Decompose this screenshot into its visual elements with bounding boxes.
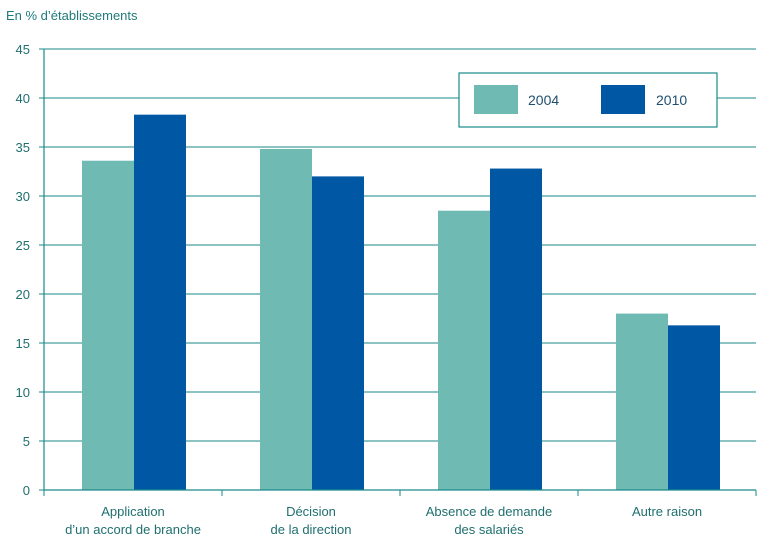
y-tick-label: 20 [16, 287, 30, 302]
legend-label-2004: 2004 [528, 92, 559, 108]
y-tick-label: 25 [16, 238, 30, 253]
y-tick-label: 10 [16, 385, 30, 400]
x-axis [39, 48, 757, 496]
legend-label-2010: 2010 [656, 92, 687, 108]
bar-2010-3 [490, 168, 542, 490]
y-tick-labels: 0 5 10 15 20 25 30 35 40 45 [16, 42, 30, 498]
y-tick-label: 15 [16, 336, 30, 351]
bar-2004-3 [438, 210, 490, 490]
category-label: Absence de demande [426, 504, 552, 519]
bar-2010-4 [668, 325, 720, 490]
bars [82, 114, 720, 490]
category-label: d’un accord de branche [65, 522, 201, 535]
category-label: Application [101, 504, 165, 519]
category-label: Autre raison [632, 504, 702, 519]
y-tick-label: 35 [16, 140, 30, 155]
category-labels: Application d’un accord de branche Décisio… [65, 504, 702, 535]
category-label: des salariés [454, 522, 524, 535]
category-label: Décision [286, 504, 336, 519]
bar-2010-1 [134, 114, 186, 490]
legend: 2004 2010 [458, 72, 718, 128]
legend-swatch-2010 [601, 85, 645, 114]
legend-swatch-2004 [474, 85, 518, 114]
bar-2004-4 [616, 313, 668, 490]
y-tick-label: 40 [16, 91, 30, 106]
y-tick-label: 5 [23, 434, 30, 449]
y-axis-label: En % d’établissements [6, 8, 138, 23]
y-tick-label: 30 [16, 189, 30, 204]
bar-2004-1 [82, 160, 134, 490]
y-tick-label: 45 [16, 42, 30, 57]
bar-2004-2 [260, 148, 312, 490]
y-tick-label: 0 [23, 483, 30, 498]
bar-2010-2 [312, 176, 364, 490]
category-label: de la direction [271, 522, 352, 535]
